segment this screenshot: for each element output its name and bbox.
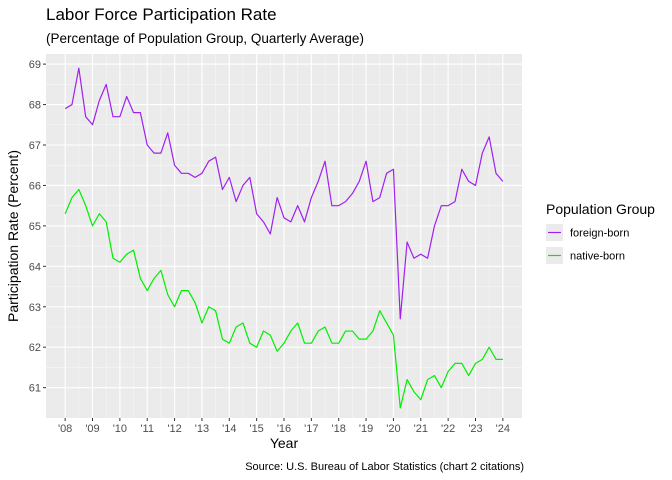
grid-lines: [46, 54, 522, 418]
x-tick-label: '24: [496, 423, 510, 435]
chart-caption: Source: U.S. Bureau of Labor Statistics …: [245, 461, 524, 473]
legend-label: foreign-born: [570, 228, 629, 240]
y-tick-label: 66: [29, 180, 41, 192]
y-tick-label: 67: [29, 140, 41, 152]
series-line-foreign-born: [64, 67, 504, 320]
x-axis-title: Year: [270, 435, 299, 451]
x-tick-label: '19: [359, 423, 373, 435]
x-tick-label: '21: [414, 423, 428, 435]
series-lines: [64, 67, 504, 409]
x-tick-label: '17: [304, 423, 318, 435]
x-tick-label: '20: [386, 423, 400, 435]
x-tick-label: '08: [58, 423, 72, 435]
x-tick-label: '23: [468, 423, 482, 435]
legend-label: native-born: [570, 251, 625, 263]
x-tick-label: '16: [277, 423, 291, 435]
x-tick-label: '22: [441, 423, 455, 435]
x-tick-label: '18: [332, 423, 346, 435]
chart-subtitle: (Percentage of Population Group, Quarter…: [46, 31, 364, 46]
y-tick-label: 63: [29, 302, 41, 314]
series-line-native-born: [64, 188, 503, 409]
y-tick-label: 68: [29, 100, 41, 112]
x-tick-label: '10: [113, 423, 127, 435]
x-axis: '08 '09 '10 '11 '12 '13 '14 '15 '16 '17 '18 '19 '20 '…: [58, 418, 510, 435]
x-tick-label: '14: [222, 423, 236, 435]
y-tick-label: 64: [29, 261, 41, 273]
y-tick-label: 61: [29, 383, 41, 395]
legend-title: Population Group: [546, 201, 655, 217]
x-tick-label: '15: [249, 423, 263, 435]
y-tick-label: 65: [29, 221, 41, 233]
x-tick-label: '09: [85, 423, 99, 435]
y-axis-title: Participation Rate (Percent): [5, 150, 21, 322]
y-tick-label: 69: [29, 59, 41, 71]
chart-title: Labor Force Participation Rate: [46, 5, 277, 24]
x-tick-label: '12: [167, 423, 181, 435]
x-tick-label: '11: [140, 423, 154, 435]
x-tick-label: '13: [195, 423, 209, 435]
y-axis: 61 62 63 64 65 66 67 68 69: [29, 59, 46, 395]
y-tick-label: 62: [29, 342, 41, 354]
legend: Population Group foreign-born native-born: [546, 201, 655, 264]
